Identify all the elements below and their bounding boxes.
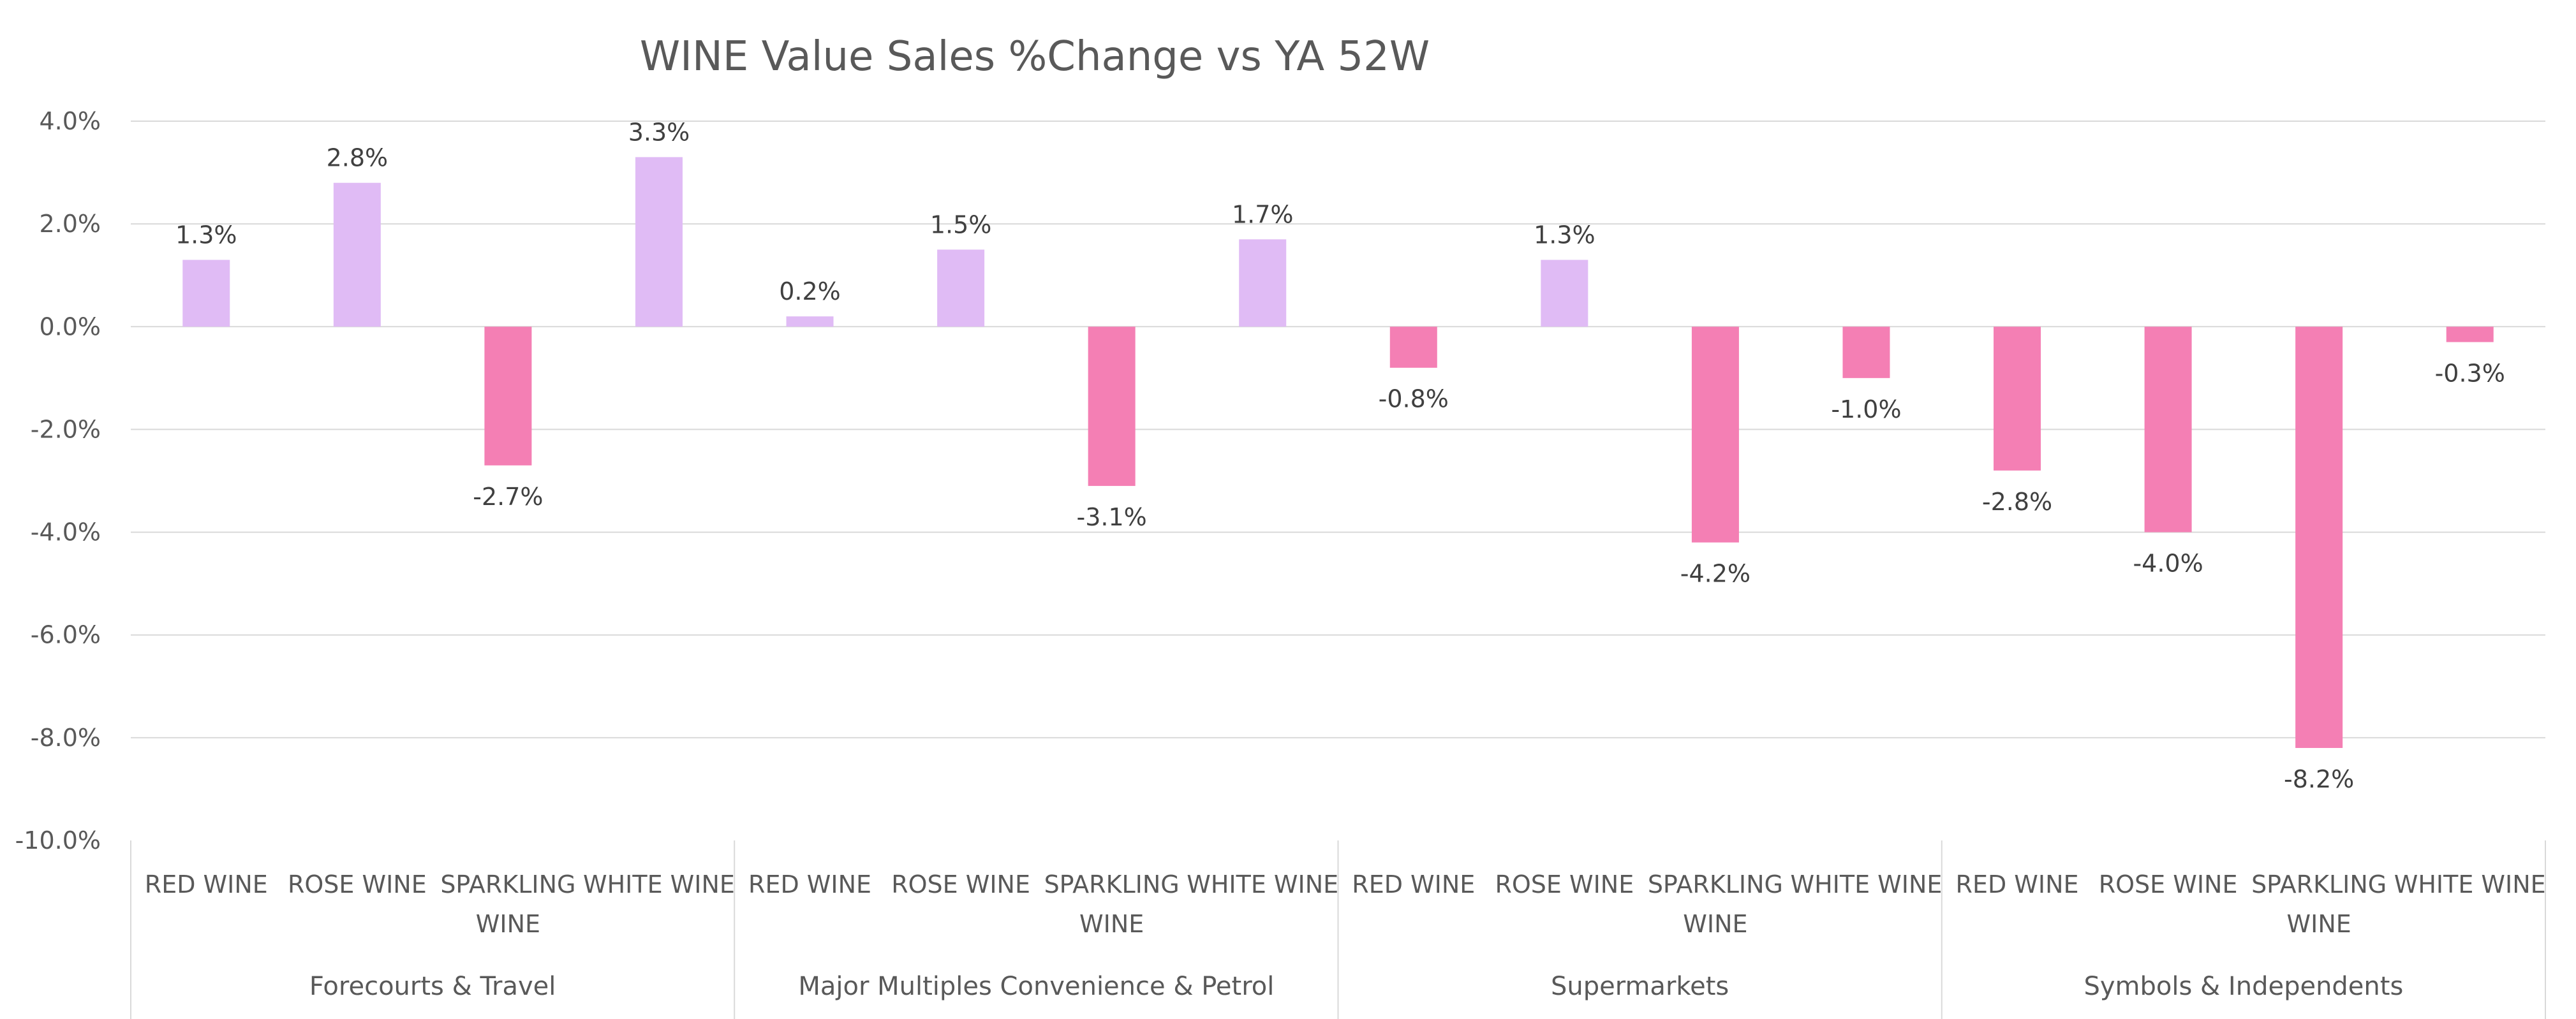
- x-category-label: WINE: [2287, 910, 2351, 938]
- y-tick-label: 2.0%: [39, 210, 101, 238]
- y-tick-label: -2.0%: [31, 415, 101, 443]
- data-label: -4.2%: [1680, 560, 1751, 588]
- y-tick-label: -6.0%: [31, 621, 101, 649]
- data-label: -2.7%: [473, 483, 543, 511]
- y-tick-label: 0.0%: [39, 312, 101, 341]
- x-category-label: WINE: [1079, 910, 1144, 938]
- bar: [1691, 326, 1739, 543]
- x-category-label: SPARKLING: [2251, 870, 2387, 898]
- bar: [182, 260, 230, 327]
- x-category-label: RED WINE: [145, 870, 268, 898]
- x-category-label: ROSE WINE: [891, 870, 1030, 898]
- x-group-label: Forecourts & Travel: [309, 972, 556, 1001]
- x-category-label: ROSE WINE: [288, 870, 427, 898]
- x-group-label: Major Multiples Convenience & Petrol: [798, 972, 1274, 1001]
- bar: [2446, 326, 2494, 342]
- data-label: 2.8%: [327, 144, 389, 172]
- bar: [1088, 326, 1136, 487]
- x-category-label: RED WINE: [1352, 870, 1475, 898]
- x-category-label: WHITE WINE: [1791, 870, 1943, 898]
- x-category-label: SPARKLING: [440, 870, 575, 898]
- gridlines: [131, 121, 2545, 738]
- y-axis: 4.0% 2.0% 0.0% -2.0% -4.0% -6.0% -8.0% -10.0%: [15, 107, 101, 854]
- y-tick-label: 4.0%: [39, 107, 101, 135]
- bar: [484, 326, 532, 466]
- data-label: -3.1%: [1077, 503, 1147, 531]
- x-category-label: WHITE WINE: [583, 870, 735, 898]
- data-label: 1.5%: [930, 210, 992, 238]
- x-category-label: WINE: [1683, 910, 1747, 938]
- x-axis: RED WINE ROSE WINE SPARKLING WINE WHITE WINE…: [130, 840, 2546, 1019]
- x-category-label: SPARKLING: [1044, 870, 1180, 898]
- data-label: -1.0%: [1831, 395, 1901, 423]
- x-group-label: Symbols & Independents: [2084, 972, 2403, 1001]
- bar: [333, 182, 381, 327]
- data-label: 0.2%: [779, 277, 841, 305]
- bar: [2295, 326, 2343, 748]
- x-category-label: SPARKLING: [1648, 870, 1783, 898]
- x-category-label: RED WINE: [1956, 870, 2079, 898]
- x-category-label: WHITE WINE: [1187, 870, 1338, 898]
- bar: [1239, 239, 1287, 327]
- data-label: 3.3%: [628, 118, 690, 146]
- bar: [1541, 260, 1588, 327]
- data-label: -4.0%: [2133, 550, 2203, 578]
- bar: [937, 249, 985, 327]
- data-label: 1.7%: [1232, 200, 1294, 228]
- x-category-label: WHITE WINE: [2394, 870, 2546, 898]
- bar: [1994, 326, 2041, 471]
- data-labels: 1.3% 2.8% -2.7% 3.3% 0.2% 1.5% -3.1% 1.7% -0.8% 1…: [175, 118, 2505, 793]
- data-label: -0.8%: [1379, 385, 1449, 413]
- y-tick-label: -10.0%: [15, 826, 101, 854]
- data-label: -8.2%: [2284, 765, 2354, 793]
- bar: [635, 157, 683, 327]
- x-category-label: ROSE WINE: [1495, 870, 1634, 898]
- bar: [1389, 326, 1437, 368]
- data-label: 1.3%: [175, 221, 237, 249]
- x-category-label: WINE: [476, 910, 540, 938]
- data-label: -2.8%: [1982, 488, 2052, 516]
- y-tick-label: -8.0%: [31, 724, 101, 752]
- chart-title: WINE Value Sales %Change vs YA 52W: [640, 33, 1430, 80]
- x-group-label: Supermarkets: [1551, 972, 1729, 1001]
- bar: [2144, 326, 2192, 532]
- y-tick-label: -4.0%: [31, 518, 101, 546]
- x-category-label: ROSE WINE: [2099, 870, 2238, 898]
- bar: [786, 316, 834, 327]
- data-label: 1.3%: [1534, 221, 1595, 249]
- bars: [182, 157, 2494, 748]
- bar: [1842, 326, 1890, 378]
- data-label: -0.3%: [2435, 359, 2505, 387]
- x-category-label: RED WINE: [748, 870, 871, 898]
